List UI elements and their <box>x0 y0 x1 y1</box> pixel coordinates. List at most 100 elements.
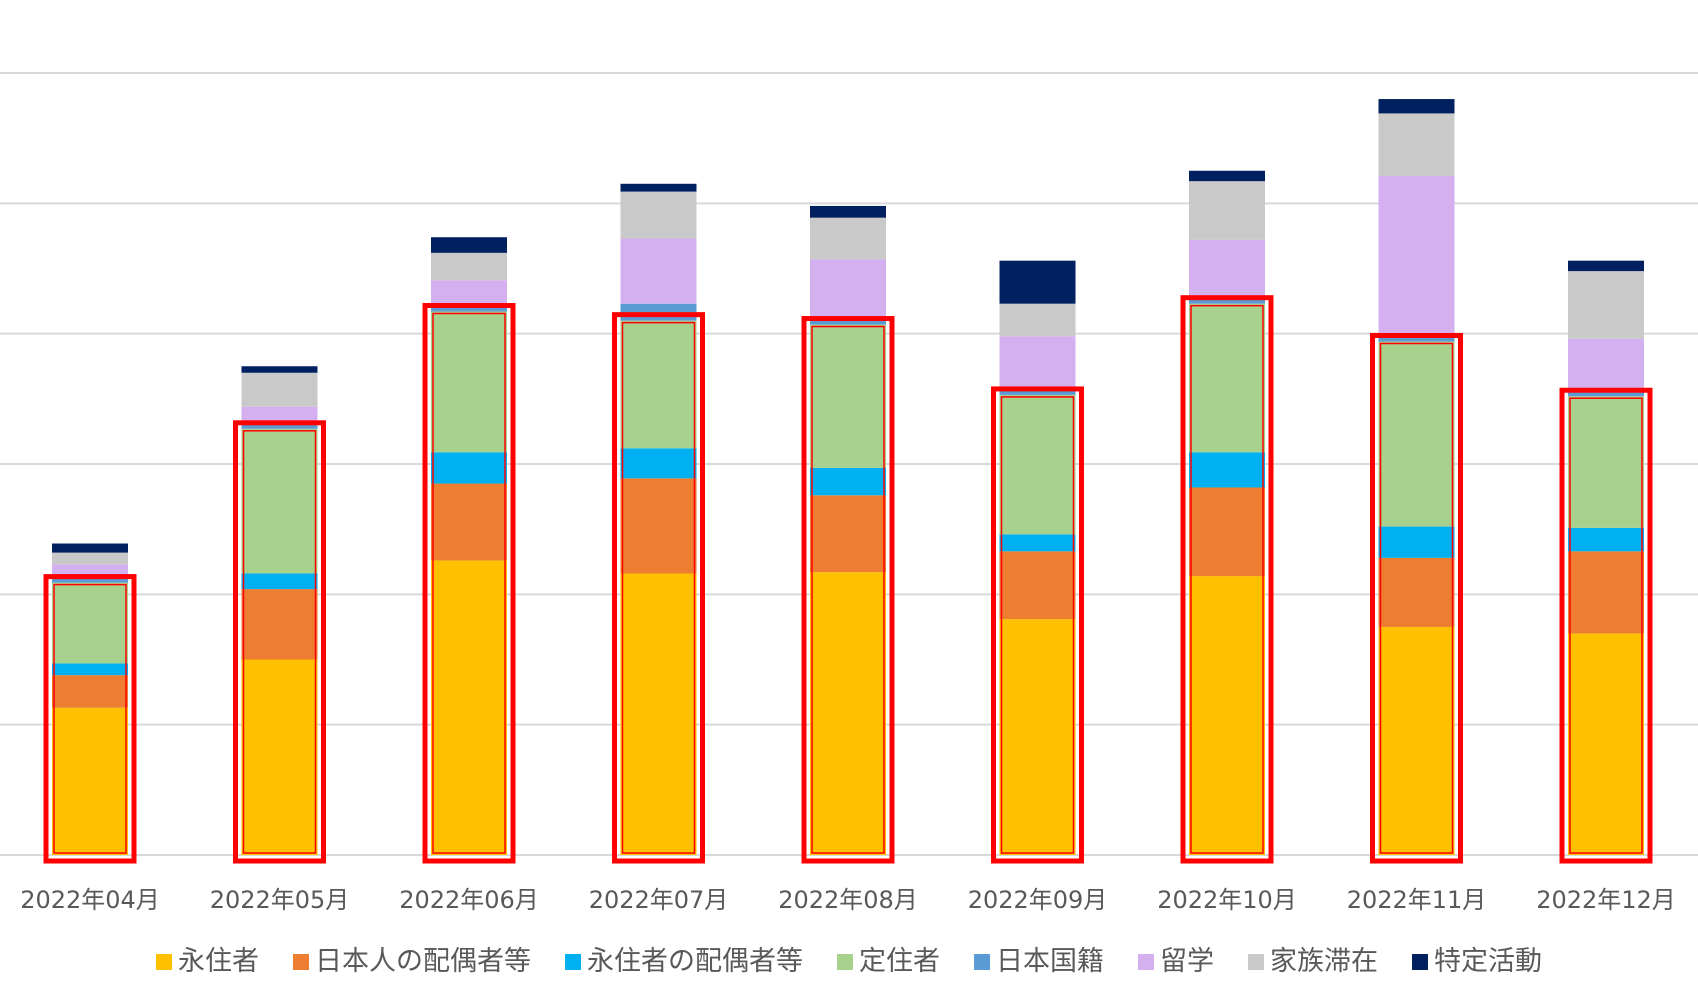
highlight-box <box>422 303 516 864</box>
legend-swatch <box>156 954 172 970</box>
bar-segment <box>1378 113 1455 176</box>
bar-segment <box>1189 170 1265 182</box>
bar-segment <box>810 324 886 468</box>
x-tick-label: 2022年06月 <box>399 886 539 914</box>
legend-label: 特定活動 <box>1434 946 1542 977</box>
bar-segment <box>1189 303 1265 453</box>
legend-swatch <box>293 954 309 970</box>
highlight-box-inner <box>53 583 127 854</box>
bar-segment <box>999 551 1076 620</box>
bar-segment <box>620 320 697 449</box>
bar-segment <box>241 659 318 855</box>
x-tick-label: 2022年08月 <box>778 886 918 914</box>
bar-segment <box>1568 260 1644 272</box>
bar-segment <box>1568 551 1644 634</box>
bar-segment <box>810 259 886 319</box>
highlight-box-inner <box>1379 342 1454 854</box>
legend-swatch <box>1412 954 1428 970</box>
bar-segment <box>52 582 128 664</box>
x-tick-label: 2022年07月 <box>589 886 729 914</box>
bar-segment <box>620 191 697 239</box>
x-tick-label: 2022年11月 <box>1347 886 1487 914</box>
bar-segment <box>1378 626 1455 855</box>
legend: 永住者 日本人の配偶者等 永住者の配偶者等 定住者 日本国籍 留学 家族滞在 特定活動 <box>156 946 1542 977</box>
legend-item: 特定活動 <box>1412 946 1542 977</box>
bar-segment <box>1189 181 1265 240</box>
legend-swatch <box>1248 954 1264 970</box>
bar-segment <box>810 205 886 218</box>
bar-segment <box>620 478 697 574</box>
highlight-box-inner <box>1000 396 1075 854</box>
bar-segment <box>1378 99 1455 114</box>
legend-label: 家族滞在 <box>1270 946 1378 977</box>
bar-segment <box>1189 452 1265 488</box>
bar-segment <box>431 483 507 561</box>
bar-segment <box>1378 526 1455 558</box>
legend-label: 定住者 <box>859 946 940 977</box>
bar-segment <box>52 578 128 583</box>
bar-segment <box>52 663 128 676</box>
legend-label: 日本国籍 <box>996 946 1104 977</box>
x-tick-label: 2022年05月 <box>210 886 350 914</box>
bar-segment <box>1568 527 1644 552</box>
bar-segment <box>620 573 697 855</box>
legend-item: 日本人の配偶者等 <box>293 946 531 977</box>
highlight-box <box>1559 387 1653 864</box>
bar-segment <box>431 237 507 253</box>
highlight-box-inner <box>1190 304 1264 854</box>
legend-label: 留学 <box>1160 946 1214 977</box>
legend-label: 日本人の配偶者等 <box>315 946 531 977</box>
bar-segment <box>1568 633 1644 855</box>
bar-segment <box>1378 341 1455 527</box>
bar-segment <box>431 452 507 484</box>
bar-segment <box>999 389 1076 395</box>
legend-item: 永住者 <box>156 946 259 977</box>
bar-segment <box>810 495 886 573</box>
highlight-box-inner <box>621 321 696 854</box>
bar-segment <box>1568 389 1644 397</box>
x-tick-labels: 2022年04月 2022年05月 2022年06月 2022年07月 2022年08月… <box>20 886 1676 914</box>
bar-segment <box>241 372 318 407</box>
legend-label: 永住者の配偶者等 <box>587 946 803 977</box>
highlight-box <box>991 386 1084 864</box>
highlight-box <box>233 420 326 864</box>
x-tick-label: 2022年09月 <box>968 886 1108 914</box>
legend-swatch <box>974 954 990 970</box>
highlight-box <box>612 312 705 864</box>
legend-item: 永住者の配偶者等 <box>565 946 803 977</box>
legend-swatch <box>1138 954 1154 970</box>
bar-segment <box>241 589 318 660</box>
bar-segment <box>52 543 128 553</box>
highlight-box-inner <box>242 430 317 854</box>
bar-segment <box>1189 239 1265 298</box>
bar-segment <box>431 560 507 855</box>
bar-segment <box>620 448 697 479</box>
bar-segment <box>1189 297 1265 304</box>
x-tick-label: 2022年04月 <box>20 886 160 914</box>
bar-segment <box>431 252 507 281</box>
bar-segment <box>52 675 128 708</box>
bar-segment <box>431 280 507 307</box>
bar-segment <box>241 366 318 373</box>
x-tick-label: 2022年10月 <box>1157 886 1297 914</box>
bar-segment <box>999 534 1076 552</box>
bar-segment <box>999 260 1076 304</box>
bar-segment <box>999 394 1076 535</box>
bar-segment <box>810 572 886 855</box>
legend-item: 定住者 <box>837 946 940 977</box>
highlight-box <box>1180 295 1274 864</box>
x-tick-label: 2022年12月 <box>1536 886 1676 914</box>
bar-segment <box>999 336 1076 390</box>
legend-item: 日本国籍 <box>974 946 1104 977</box>
legend-item: 家族滞在 <box>1248 946 1378 977</box>
bar-segment <box>810 318 886 325</box>
highlight-box-inner <box>811 325 885 854</box>
bar-segment <box>241 428 318 574</box>
bars <box>52 99 1644 855</box>
bar-segment <box>52 552 128 565</box>
bar-segment <box>431 311 507 453</box>
bar-segment <box>1568 338 1644 390</box>
legend-item: 留学 <box>1138 946 1214 977</box>
